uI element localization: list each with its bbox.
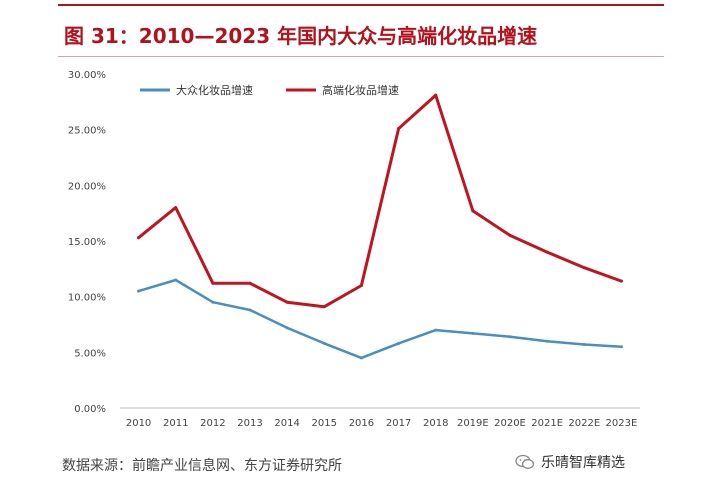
- data-point-premium: [397, 127, 401, 131]
- x-tick-label: 2013: [237, 418, 262, 429]
- x-tick-label: 2010: [126, 418, 151, 429]
- data-point-premium: [211, 281, 215, 285]
- data-point-premium: [471, 209, 475, 213]
- top-rule: [58, 4, 664, 6]
- data-point-mass: [397, 341, 401, 345]
- data-point-mass: [545, 339, 549, 343]
- y-tick-label: 0.00%: [74, 404, 106, 415]
- data-point-premium: [619, 279, 623, 283]
- x-tick-label: 2022E: [568, 418, 600, 429]
- y-tick-label: 20.00%: [68, 181, 106, 192]
- watermark-text: 乐晴智库精选: [541, 455, 625, 471]
- data-point-mass: [359, 356, 363, 360]
- data-point-premium: [582, 266, 586, 270]
- data-point-mass: [508, 335, 512, 339]
- data-point-mass: [582, 343, 586, 347]
- figure-title: 图 31：2010—2023 年国内大众与高端化妆品增速: [64, 24, 538, 48]
- data-point-premium: [174, 206, 178, 210]
- x-tick-label: 2015: [312, 418, 337, 429]
- data-point-premium: [137, 236, 141, 240]
- x-axis: 2010 2011 2012 2013 2014 2015 2016 2017 2018 2019…: [120, 407, 640, 429]
- x-tick-label: 2016: [349, 418, 374, 429]
- x-tick-label: 2018: [423, 418, 448, 429]
- y-tick-label: 30.00%: [68, 70, 106, 81]
- x-tick-label: 2017: [386, 418, 411, 429]
- data-point-mass: [248, 308, 252, 312]
- x-tick-label: 2012: [200, 418, 225, 429]
- data-point-mass: [285, 326, 289, 330]
- data-point-mass: [211, 300, 215, 304]
- data-point-premium: [434, 93, 438, 97]
- source-note: 数据来源：前瞻产业信息网、东方证券研究所: [62, 458, 342, 474]
- data-point-mass: [174, 278, 178, 282]
- x-tick-label: 2021E: [531, 418, 563, 429]
- x-tick-label: 2014: [274, 418, 299, 429]
- data-point-premium: [285, 300, 289, 304]
- y-tick-label: 5.00%: [74, 348, 106, 359]
- data-point-mass: [434, 328, 438, 332]
- data-point-premium: [545, 250, 549, 254]
- title-rule: [58, 56, 664, 57]
- x-tick-label: 2019E: [457, 418, 489, 429]
- x-tick-label: 2023E: [606, 418, 638, 429]
- y-tick-label: 10.00%: [68, 293, 106, 304]
- x-tick-label: 2011: [163, 418, 188, 429]
- data-point-mass: [619, 345, 623, 349]
- wechat-icon: [515, 454, 535, 469]
- y-tick-label: 25.00%: [68, 126, 106, 137]
- legend-label-mass: 大众化妆品增速: [176, 83, 253, 97]
- data-point-premium: [248, 281, 252, 285]
- data-point-mass: [471, 331, 475, 335]
- y-tick-label: 15.00%: [68, 237, 106, 248]
- data-point-premium: [508, 233, 512, 237]
- y-axis: 0.00% 5.00% 10.00% 15.00% 20.00% 25.00% 30.00%: [68, 70, 106, 415]
- series-line-mass: [137, 278, 623, 360]
- watermark: 乐晴智库精选: [515, 452, 625, 472]
- series-line-premium: [137, 93, 623, 309]
- data-point-mass: [137, 289, 141, 293]
- data-point-mass: [322, 341, 326, 345]
- legend-label-premium: 高端化妆品增速: [322, 83, 399, 97]
- data-point-premium: [359, 284, 363, 288]
- legend: 大众化妆品增速 高端化妆品增速: [140, 83, 399, 97]
- data-point-premium: [322, 305, 326, 309]
- x-tick-label: 2020E: [494, 418, 526, 429]
- series-layer: [137, 93, 623, 360]
